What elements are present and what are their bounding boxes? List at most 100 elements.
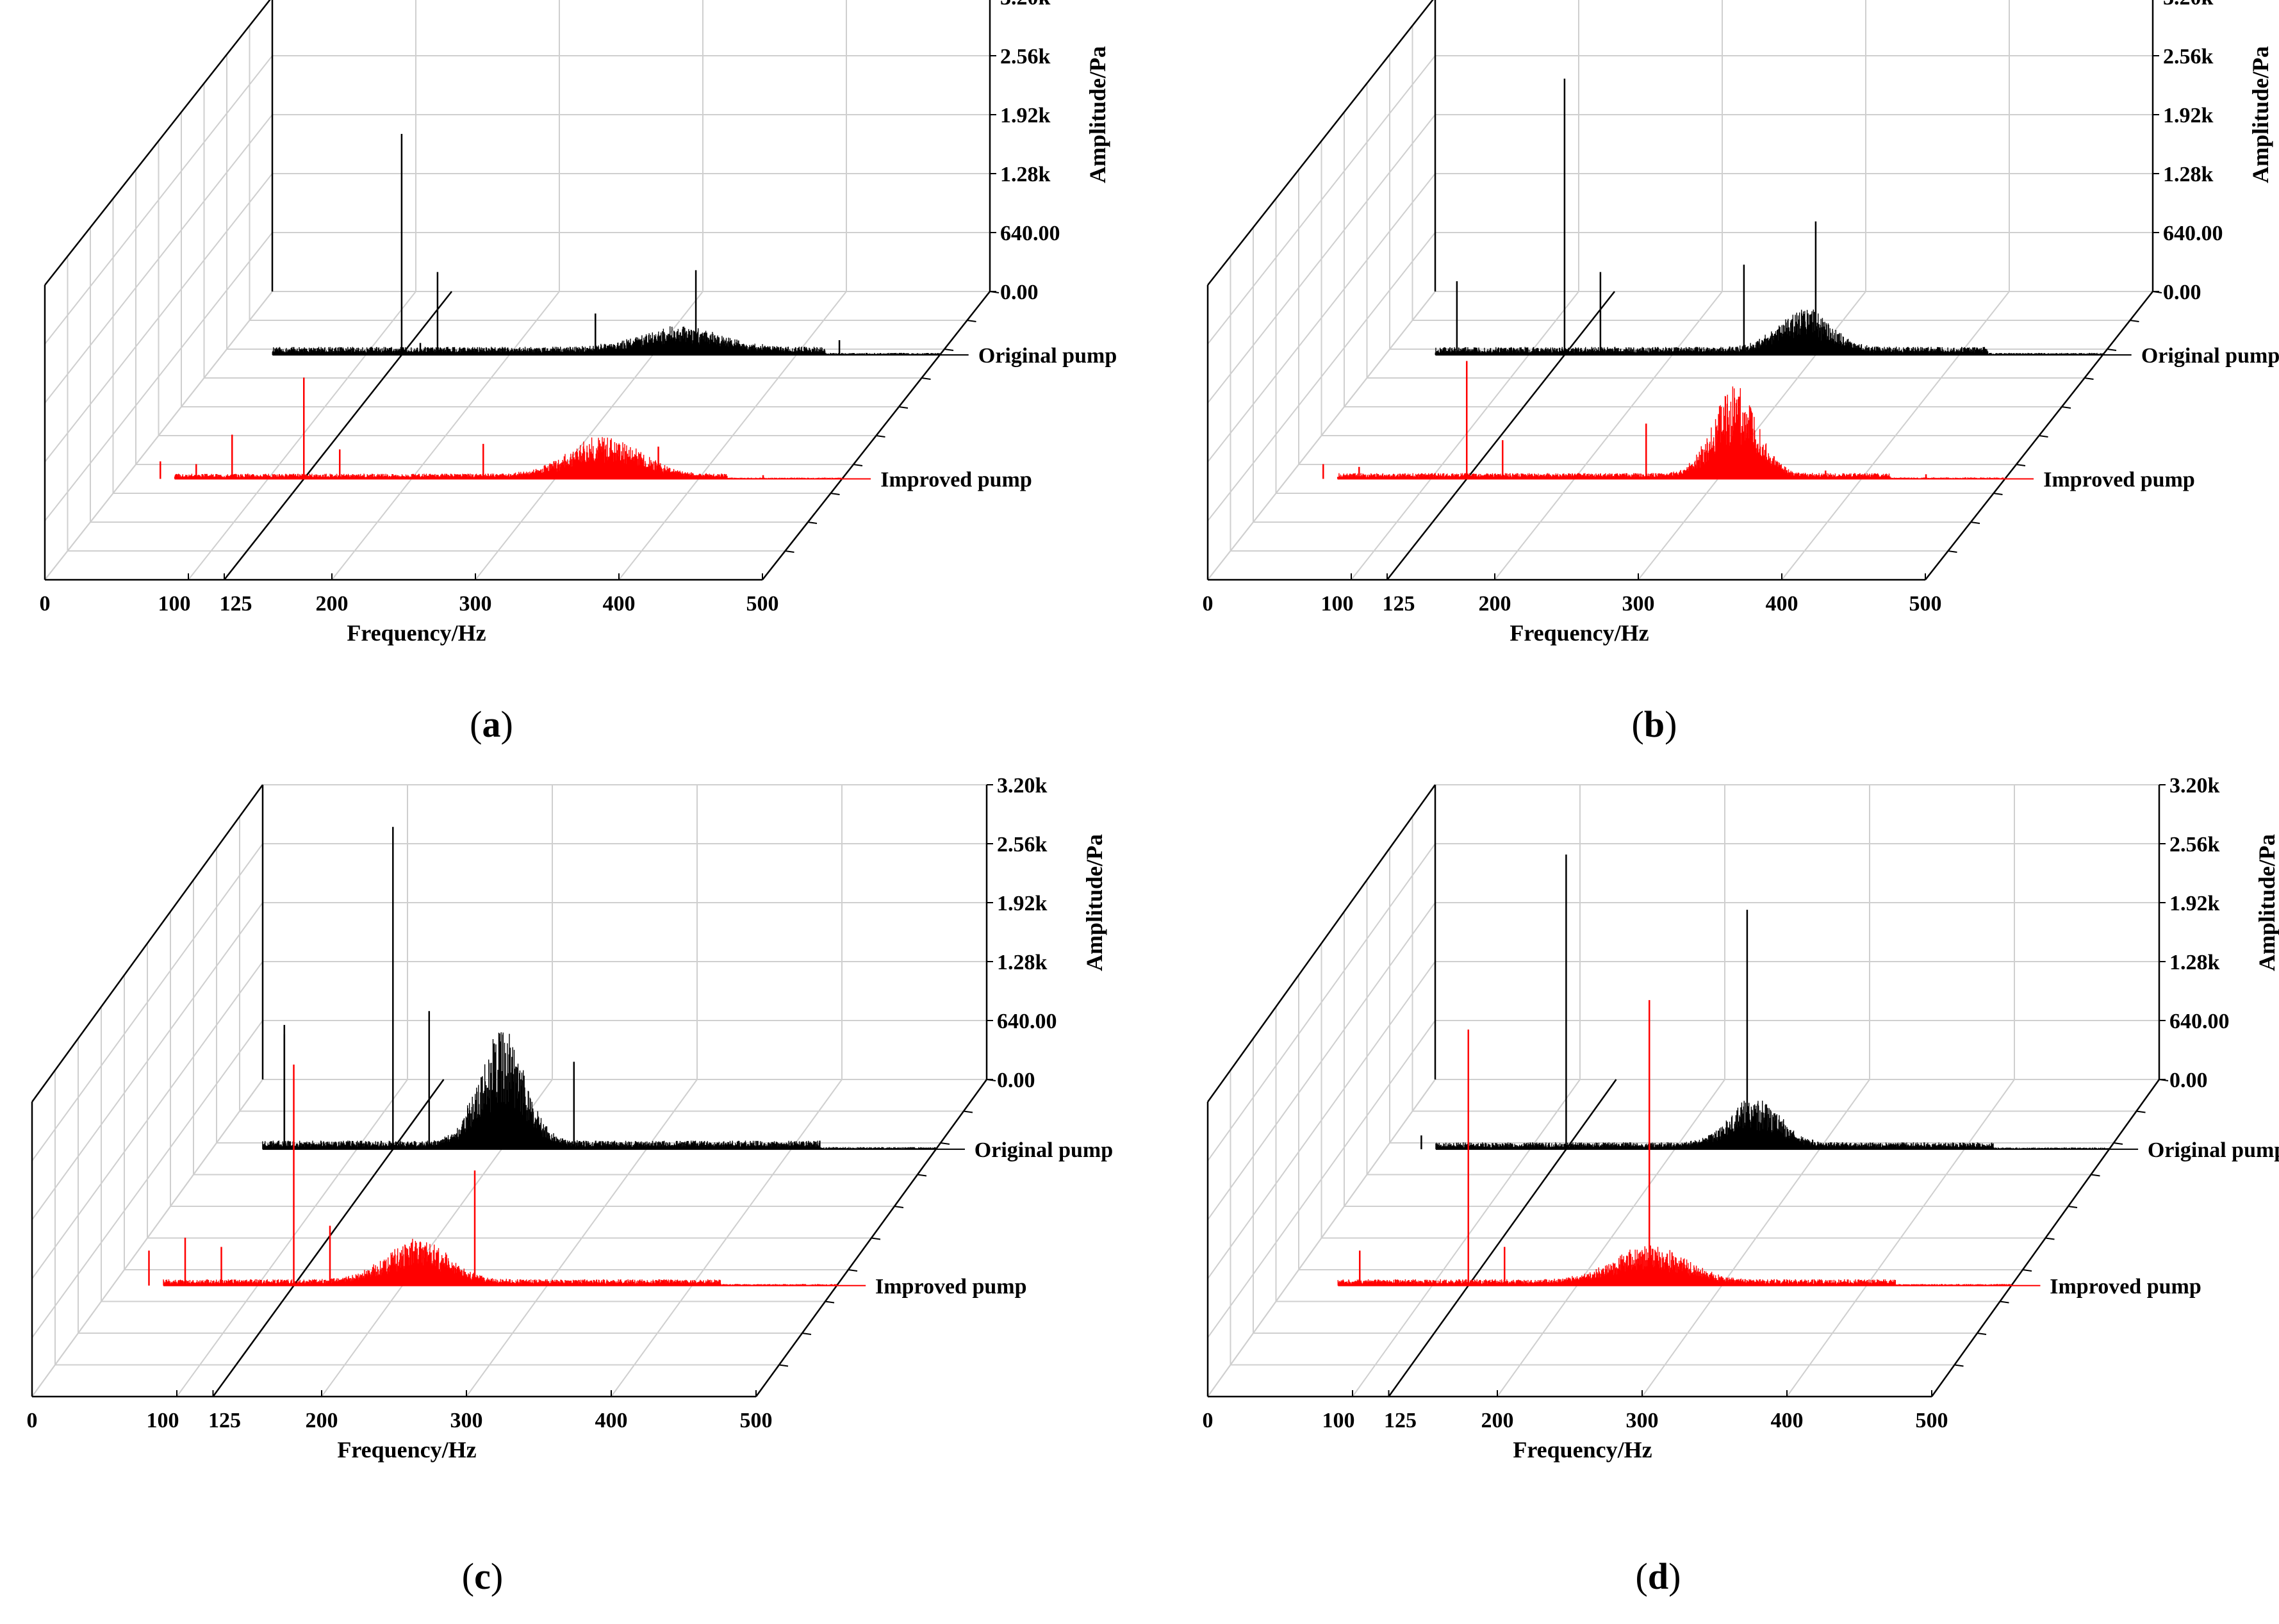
- z-tick-label: 1.28k: [997, 951, 1048, 974]
- depth-tick: [898, 406, 909, 409]
- floor-gridline: [1352, 1079, 1581, 1397]
- reference-line-125hz: [1388, 1079, 1617, 1397]
- sidewall-gridline: [44, 232, 273, 521]
- top-left-edge: [1207, 0, 1434, 286]
- sidewall-gridline: [1207, 173, 1436, 463]
- z-tick-label: 1.28k: [1000, 163, 1051, 186]
- sidewall-gridline: [1207, 232, 1436, 521]
- depth-tick: [871, 1237, 881, 1240]
- z-tick-label: 640.00: [1000, 222, 1060, 245]
- depth-tick: [2016, 464, 2026, 466]
- top-left-edge: [31, 784, 264, 1103]
- floor-gridline: [1497, 1079, 1725, 1397]
- x-tick-label: 500: [1916, 1409, 1948, 1432]
- z-tick-label: 3.20k: [2163, 0, 2214, 10]
- z-tick-label: 1.92k: [2163, 104, 2214, 127]
- depth-tick: [894, 1206, 904, 1208]
- x-tick-label: 200: [306, 1409, 338, 1432]
- depth-tick: [2068, 1206, 2078, 1208]
- depth-tick: [853, 464, 863, 466]
- x-axis-title: Frequency/Hz: [1513, 1437, 1652, 1463]
- z-axis-title: Amplitude/Pa: [1085, 46, 1110, 183]
- panel-label-paren: (: [1632, 703, 1644, 745]
- z-tick-label: 2.56k: [2163, 45, 2214, 69]
- floor-gridline: [1781, 291, 2010, 580]
- floor-gridline: [611, 1079, 843, 1397]
- floor-gridline: [618, 291, 847, 580]
- z-tick-label: 3.20k: [2169, 774, 2220, 798]
- top-left-edge: [44, 0, 271, 286]
- sidewall-gridline: [1207, 1020, 1436, 1338]
- x-tick-label: 100: [1322, 1409, 1355, 1432]
- depth-tick: [848, 1269, 858, 1272]
- sidewall-gridline: [44, 291, 273, 580]
- panel-b: 0 100 125 200 300 400 500 Frequency/Hz 0.00 640.0…: [1203, 0, 2279, 745]
- x-tick-label: 300: [450, 1409, 483, 1432]
- panel-label-paren: ): [491, 1555, 503, 1597]
- spectrum-improved: [163, 1238, 837, 1286]
- z-tick-label: 3.20k: [997, 774, 1048, 798]
- x-axis-title: Frequency/Hz: [347, 620, 486, 646]
- x-tick-label: 125: [208, 1409, 241, 1432]
- panel-label-paren: (: [1636, 1555, 1648, 1597]
- z-tick-label: 0.00: [997, 1069, 1035, 1092]
- sidewall-gridline: [1207, 843, 1436, 1161]
- panel-label-paren: ): [1665, 703, 1677, 745]
- z-axis-title: Amplitude/Pa: [2248, 46, 2273, 183]
- spectrum-original: [1435, 309, 2103, 355]
- depth-tick: [2039, 435, 2048, 438]
- reference-line-125hz: [224, 291, 452, 580]
- x-tick-label: 300: [459, 592, 492, 616]
- reference-line-125hz: [212, 1079, 445, 1397]
- depth-tick: [825, 1300, 835, 1304]
- depth-tick: [940, 1142, 950, 1145]
- x-tick-label: 200: [1481, 1409, 1514, 1432]
- x-tick-label: 125: [1383, 592, 1415, 616]
- x-tick-label: 125: [1384, 1409, 1417, 1432]
- sidewall-gridline: [44, 55, 273, 345]
- series-label: Original pump: [975, 1138, 1113, 1162]
- z-tick-label: 1.28k: [2163, 163, 2214, 186]
- depth-tick: [2091, 1174, 2100, 1177]
- sidewall-gridline: [1207, 291, 1436, 580]
- reference-line-125hz: [1386, 291, 1615, 580]
- spectrum-original: [1435, 1101, 2110, 1149]
- series-label: Original pump: [978, 344, 1117, 368]
- depth-tick: [1977, 1333, 1987, 1335]
- sidewall-gridline: [31, 1079, 263, 1397]
- x-tick-label: 0: [1203, 1409, 1214, 1432]
- series-label: Improved pump: [2043, 468, 2195, 492]
- z-tick-label: 2.56k: [2169, 833, 2220, 857]
- sidewall-gridline: [1207, 902, 1436, 1220]
- z-tick-label: 0.00: [2163, 281, 2201, 304]
- sidewall-gridline: [44, 114, 273, 404]
- x-tick-label: 400: [1771, 1409, 1804, 1432]
- x-tick-label: 200: [316, 592, 349, 616]
- x-tick-label: 0: [1203, 592, 1214, 616]
- depth-tick: [2045, 1237, 2055, 1240]
- depth-tick: [778, 1364, 789, 1367]
- x-axis-title: Frequency/Hz: [337, 1437, 476, 1463]
- sidewall-gridline: [44, 173, 273, 463]
- depth-tick: [2107, 349, 2117, 351]
- depth-tick: [785, 550, 794, 553]
- depth-tick: [1993, 493, 2003, 495]
- z-axis-title: Amplitude/Pa: [2254, 834, 2279, 971]
- floor-gridline: [176, 1079, 408, 1397]
- panel-label: (d): [1636, 1555, 1681, 1597]
- floor-gridline: [331, 291, 560, 580]
- depth-tick: [2113, 1142, 2123, 1145]
- sidewall-gridline: [1207, 114, 1436, 404]
- x-tick-label: 0: [40, 592, 51, 616]
- x-tick-label: 500: [746, 592, 779, 616]
- sidewall-gridline: [1207, 961, 1436, 1279]
- x-tick-label: 400: [1766, 592, 1798, 616]
- x-tick-label: 100: [147, 1409, 179, 1432]
- series-label: Improved pump: [880, 468, 1032, 492]
- z-tick-label: 2.56k: [997, 833, 1048, 857]
- depth-tick: [830, 493, 840, 495]
- x-axis-title: Frequency/Hz: [1510, 620, 1649, 646]
- panel-label-paren: ): [1668, 1555, 1681, 1597]
